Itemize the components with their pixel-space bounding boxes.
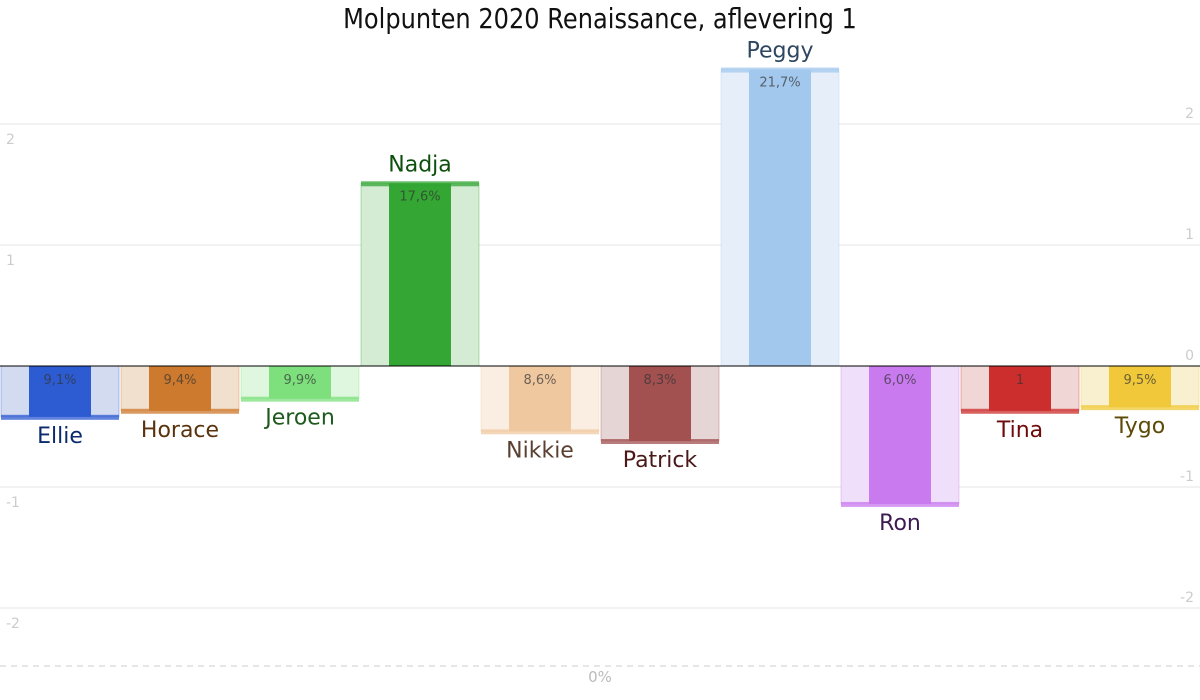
bar <box>629 366 691 442</box>
y-tick-label-right: 1 <box>1185 227 1194 243</box>
bar <box>389 183 451 366</box>
bar-cap <box>361 181 479 187</box>
bar-cap <box>241 396 359 402</box>
percent-label: 9,4% <box>163 373 196 388</box>
y-tick-label-left: 2 <box>6 132 15 148</box>
bar-cap <box>841 501 959 507</box>
y-tick-label-right: 2 <box>1185 106 1194 122</box>
category-label: Patrick <box>623 448 698 473</box>
bar-cap <box>601 439 719 445</box>
category-label: Ellie <box>37 424 83 449</box>
percent-label: 21,7% <box>759 76 800 91</box>
category-label: Nikkie <box>506 438 574 463</box>
bar <box>509 366 571 432</box>
bar <box>1109 366 1171 408</box>
category-label: Tygo <box>1114 414 1165 439</box>
bar-cap <box>1081 405 1199 411</box>
percent-label: 17,6% <box>399 189 440 204</box>
bar <box>749 69 811 367</box>
chart-title: Molpunten 2020 Renaissance, aflevering 1 <box>343 2 857 35</box>
percent-label: 9,1% <box>43 373 76 388</box>
bar-cap <box>961 408 1079 414</box>
percent-label: 8,3% <box>643 373 676 388</box>
percent-label: 8,6% <box>523 373 556 388</box>
bar-cap <box>481 429 599 435</box>
bar <box>269 366 331 399</box>
percent-label: 9,5% <box>1123 373 1156 388</box>
y-tick-label-right: -2 <box>1180 590 1194 606</box>
bar-cap <box>721 67 839 73</box>
category-label: Peggy <box>747 39 814 64</box>
bar <box>149 366 211 411</box>
y-tick-label-right: -1 <box>1180 469 1194 485</box>
percent-label: 9,9% <box>283 373 316 388</box>
y-tick-label-left: -1 <box>6 495 20 511</box>
category-label: Horace <box>141 418 219 443</box>
y-tick-label-left: 1 <box>6 253 15 269</box>
category-label: Jeroen <box>263 406 335 431</box>
bar-cap <box>121 408 239 414</box>
bar-cap <box>1 414 119 420</box>
y-tick-label-left: -2 <box>6 616 20 632</box>
bar <box>29 366 91 417</box>
category-label: Ron <box>879 511 921 536</box>
bar <box>989 366 1051 411</box>
footer-percent: 0% <box>588 668 612 686</box>
percent-label: 6,0% <box>883 373 916 388</box>
percent-label: 1 <box>1016 373 1024 388</box>
category-label: Nadja <box>388 152 452 177</box>
category-label: Tina <box>996 418 1043 443</box>
bar <box>869 366 931 504</box>
y-tick-label-right: 0 <box>1185 348 1194 364</box>
